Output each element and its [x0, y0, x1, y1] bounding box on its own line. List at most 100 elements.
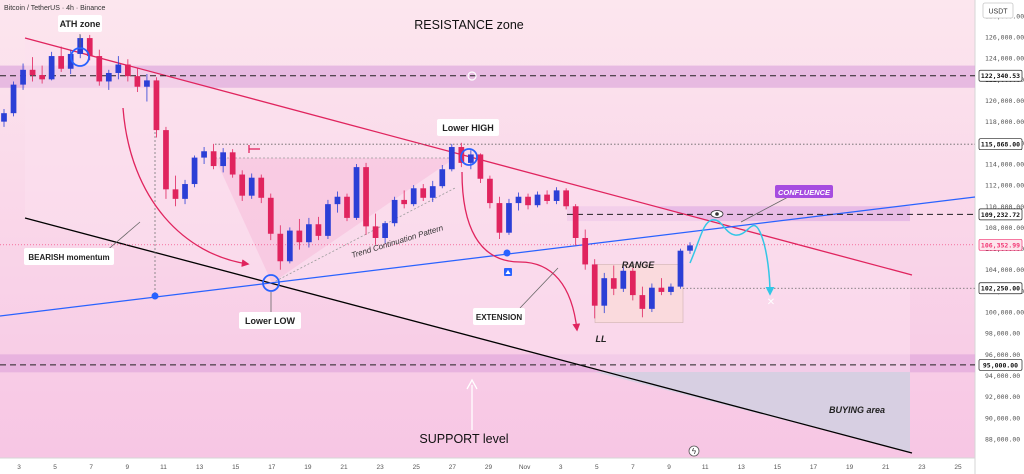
- candle-body: [172, 189, 179, 199]
- candle-body: [610, 278, 617, 289]
- candle-body: [315, 224, 322, 236]
- x-tick-label: 19: [846, 464, 854, 471]
- candle-body: [48, 56, 55, 80]
- lower-low-label: Lower LOW: [245, 316, 296, 326]
- candle-body: [220, 152, 226, 167]
- candle-body: [572, 206, 579, 238]
- x-tick-label: 3: [17, 464, 21, 471]
- up-arrow-glyph: [505, 270, 511, 274]
- y-tick-label: 112,000.00: [985, 182, 1024, 190]
- x-tick-label: 9: [667, 464, 671, 471]
- lower-high-marker: [460, 148, 478, 166]
- candle-body: [144, 80, 150, 87]
- price-tag-label: 102,250.00: [981, 285, 1020, 293]
- x-tick-label: 29: [485, 464, 493, 471]
- candle-body: [668, 286, 674, 292]
- candle-body: [382, 223, 388, 238]
- confluence-pointer: [740, 195, 791, 223]
- y-tick-label: 120,000.00: [985, 97, 1024, 105]
- trendline-touch-dot: [503, 249, 511, 257]
- price-tag: [978, 69, 1023, 82]
- rising-trendline: [0, 196, 976, 317]
- eye-pupil: [715, 212, 719, 216]
- projection-path: [689, 219, 775, 296]
- support-arrow-head: [466, 378, 478, 390]
- channel-fill: [25, 38, 910, 452]
- x-tick-label: Nov: [519, 464, 531, 471]
- x-tick-label: 21: [882, 464, 890, 471]
- candle-body: [248, 177, 255, 196]
- candle-body: [86, 38, 93, 57]
- price-tag: [978, 282, 1023, 295]
- price-tag-label: 106,352.99: [981, 241, 1020, 249]
- x-tick-label: 23: [918, 464, 926, 471]
- projection-target-icon: ✕: [767, 297, 775, 308]
- y-tick-label: 110,000.00: [985, 203, 1024, 211]
- candle-body: [306, 224, 312, 243]
- lower-high-label-box: [437, 119, 499, 136]
- y-tick-label: 90,000.00: [985, 414, 1020, 422]
- x-tick-label: 15: [232, 464, 240, 471]
- y-tick-label: 96,000.00: [985, 351, 1020, 359]
- lower-low-label-box: [239, 312, 301, 329]
- support-label: SUPPORT level: [419, 432, 508, 446]
- candle-body: [410, 188, 417, 205]
- currency-label[interactable]: USDT: [988, 9, 1008, 16]
- extension-label: EXTENSION: [476, 313, 522, 322]
- candle-body: [258, 177, 265, 198]
- x-tick-label: 19: [304, 464, 312, 471]
- lightning-icon: [688, 445, 700, 457]
- candle-body: [191, 157, 198, 185]
- candle-body: [582, 237, 589, 265]
- ath-label-box: [58, 15, 102, 32]
- confluence-label: CONFLUENCE: [778, 188, 831, 197]
- candle-body: [210, 151, 217, 167]
- candle-body: [649, 287, 655, 309]
- candle-body: [239, 174, 246, 196]
- candle-body: [10, 84, 17, 114]
- candle-body: [229, 152, 236, 175]
- candle-body: [115, 64, 122, 73]
- candle-body: [620, 270, 627, 289]
- x-tick-label: 11: [702, 464, 709, 471]
- candle-body: [325, 204, 331, 236]
- candle-body: [105, 72, 112, 82]
- candle-body: [496, 203, 503, 233]
- extension-label-box: [473, 308, 525, 325]
- x-tick-label: 17: [810, 464, 818, 471]
- candle-body: [506, 203, 512, 233]
- candle-body: [448, 147, 455, 170]
- bearish-curve-arrow: [122, 107, 250, 267]
- candle-body: [363, 167, 369, 227]
- candle-body: [525, 196, 531, 206]
- candle-body: [468, 154, 474, 163]
- candle-body: [153, 80, 160, 131]
- candle-body: [344, 196, 350, 218]
- y-tick-label: 114,000.00: [985, 160, 1024, 168]
- buying-area-label: BUYING area: [829, 405, 885, 415]
- candle-body: [29, 69, 36, 76]
- candle-body: [267, 197, 274, 234]
- candle-body: [591, 264, 598, 306]
- candle-body: [687, 245, 693, 251]
- candle-body: [353, 167, 360, 218]
- candle-body: [201, 151, 207, 158]
- y-tick-label: 124,000.00: [985, 55, 1024, 63]
- x-tick-label: 25: [954, 464, 962, 471]
- candle-body: [391, 199, 398, 224]
- x-tick-label: 7: [631, 464, 635, 471]
- x-tick-label: 13: [196, 464, 204, 471]
- currency-box[interactable]: [982, 2, 1014, 19]
- x-tick-label: 17: [268, 464, 276, 471]
- x-tick-label: 13: [738, 464, 746, 471]
- lower-low-marker: [262, 274, 280, 292]
- candle-body: [534, 194, 541, 206]
- price-tag: [978, 208, 1023, 221]
- candle-body: [401, 199, 408, 205]
- extension-pointer: [519, 267, 559, 309]
- bearish-pointer: [104, 221, 141, 253]
- lower-high-label: Lower HIGH: [442, 123, 494, 133]
- candle-body: [544, 194, 550, 201]
